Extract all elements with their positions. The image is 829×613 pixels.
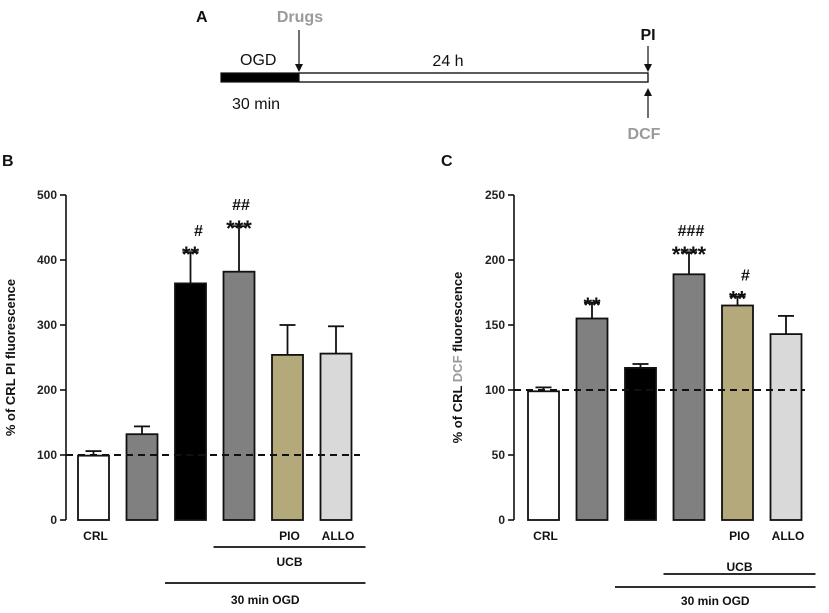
dcf-arrowhead: [644, 88, 652, 96]
y-tick-label: 0: [498, 513, 505, 527]
y-axis-label-part-1: DCF: [450, 355, 465, 382]
bar: [575, 317, 609, 521]
significance-hash: #: [194, 223, 203, 240]
y-tick-label: 100: [485, 383, 505, 397]
category-label: ALLO: [322, 529, 355, 543]
group-label: 30 min OGD: [231, 593, 300, 607]
bar: [271, 353, 304, 521]
significance-stars: **: [583, 293, 601, 318]
bar: [174, 282, 207, 521]
y-tick-label: 200: [37, 383, 57, 397]
significance-hash: ##: [232, 197, 250, 214]
y-tick-label: 250: [485, 188, 505, 202]
y-tick-label: 300: [37, 318, 57, 332]
timeline-outline: [220, 72, 649, 83]
ogd-time-label: 30 min: [232, 96, 280, 113]
ogd-label: OGD: [240, 52, 276, 69]
category-label: ALLO: [772, 529, 805, 543]
bar: [222, 270, 256, 521]
category-label: CRL: [533, 529, 558, 543]
y-axis-label-part-1: PI: [3, 363, 18, 375]
drugs-label: Drugs: [277, 9, 323, 26]
panel-a-letter: A: [196, 9, 208, 26]
significance-stars: **: [729, 286, 747, 311]
bar: [769, 333, 803, 521]
significance-hash: #: [741, 267, 750, 284]
drugs-arrowhead: [295, 64, 303, 72]
pi-label: PI: [640, 27, 655, 44]
chart-b-pi-fluorescence: B % of CRL PI fluorescence 0 100 200 300 400 50…: [2, 153, 366, 607]
category-label: PIO: [279, 529, 300, 543]
recovery-timeline-bar: [298, 72, 649, 83]
bar: [319, 352, 353, 521]
panel-c-letter: C: [441, 153, 453, 170]
ogd-timeline-bar: [221, 73, 299, 82]
duration-label: 24 h: [432, 53, 463, 70]
group-label: 30 min OGD: [681, 594, 750, 608]
bar: [624, 366, 657, 521]
panel-a-timeline: A OGD Drugs 24 h PI 30 min DCF: [196, 9, 661, 143]
y-tick-label: 0: [50, 513, 57, 527]
y-axis-label-part-2: fluorescence: [3, 279, 18, 363]
significance-hash: ###: [678, 223, 705, 240]
y-axis-label: % of CRL DCF fluorescence: [450, 272, 465, 444]
significance-stars: ***: [226, 216, 252, 241]
chart-c-dcf-fluorescence: C % of CRL DCF fluorescence 0 50 100 150 200 25…: [441, 153, 816, 608]
significance-stars: **: [182, 242, 200, 267]
pi-arrowhead: [644, 64, 652, 72]
bar: [721, 304, 754, 521]
significance-stars: ****: [672, 242, 707, 267]
y-tick-label: 150: [485, 318, 505, 332]
y-tick-label: 400: [37, 253, 57, 267]
bar: [77, 454, 110, 521]
y-tick-label: 100: [37, 448, 57, 462]
y-tick-label: 50: [492, 448, 506, 462]
y-axis-label-part-2: fluorescence: [450, 272, 465, 356]
dcf-label: DCF: [628, 126, 661, 143]
category-label: PIO: [729, 529, 750, 543]
category-label: CRL: [83, 529, 108, 543]
bar: [527, 390, 560, 521]
bar: [125, 433, 159, 521]
y-tick-label: 200: [485, 253, 505, 267]
y-axis-label-part-0: % of CRL: [450, 382, 465, 443]
y-tick-label: 500: [37, 188, 57, 202]
panel-b-letter: B: [2, 153, 14, 170]
group-label: UCB: [277, 555, 303, 569]
y-axis-label: % of CRL PI fluorescence: [3, 279, 18, 436]
y-axis-label-part-0: % of CRL: [3, 375, 18, 436]
group-label: UCB: [727, 560, 753, 574]
bar: [672, 273, 706, 521]
